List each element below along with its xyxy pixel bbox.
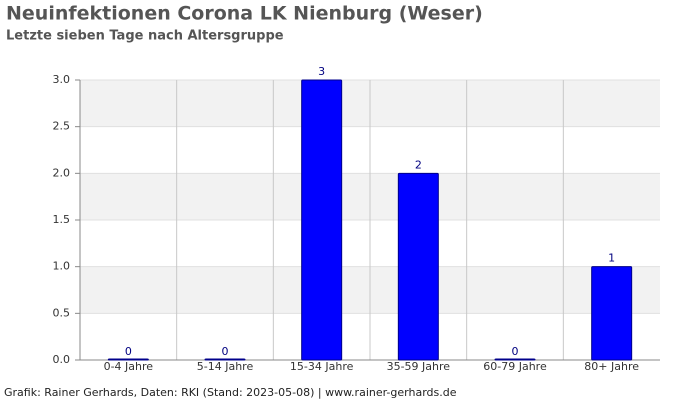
footer: Grafik: Rainer Gerhards, Daten: RKI (Sta… [4, 386, 457, 399]
value-label: 0 [512, 345, 519, 358]
value-label: 0 [125, 345, 132, 358]
y-tick-label: 2.0 [53, 166, 71, 179]
x-tick-label: 35-59 Jahre [387, 360, 451, 373]
chart-subtitle: Letzte sieben Tage nach Altersgruppe [6, 29, 284, 44]
bar [591, 266, 633, 361]
bar [301, 79, 343, 361]
bar [397, 172, 439, 361]
y-tick-label: 0.5 [53, 306, 71, 319]
value-label: 0 [222, 345, 229, 358]
value-label: 2 [415, 158, 422, 171]
bar [204, 358, 246, 361]
y-tick-label: 1.5 [53, 213, 71, 226]
bar [494, 358, 536, 361]
x-tick-label: 80+ Jahre [584, 360, 639, 373]
y-tick-label: 3.0 [53, 73, 71, 86]
chart-title: Neuinfektionen Corona LK Nienburg (Weser… [6, 3, 483, 25]
x-tick-label: 15-34 Jahre [290, 360, 354, 373]
x-tick-label: 0-4 Jahre [104, 360, 154, 373]
bar [107, 358, 149, 361]
value-label: 3 [318, 65, 325, 78]
y-tick-label: 0.0 [53, 353, 71, 366]
value-label: 1 [608, 252, 615, 265]
y-tick-label: 1.0 [53, 260, 71, 273]
x-tick-label: 5-14 Jahre [197, 360, 254, 373]
x-tick-label: 60-79 Jahre [483, 360, 547, 373]
y-tick-label: 2.5 [53, 120, 71, 133]
plot-area: 0.0 0.5 1.0 1.5 2.0 2.5 3.0 0-4 Jahre 0 5-14 Jahr… [53, 65, 660, 373]
